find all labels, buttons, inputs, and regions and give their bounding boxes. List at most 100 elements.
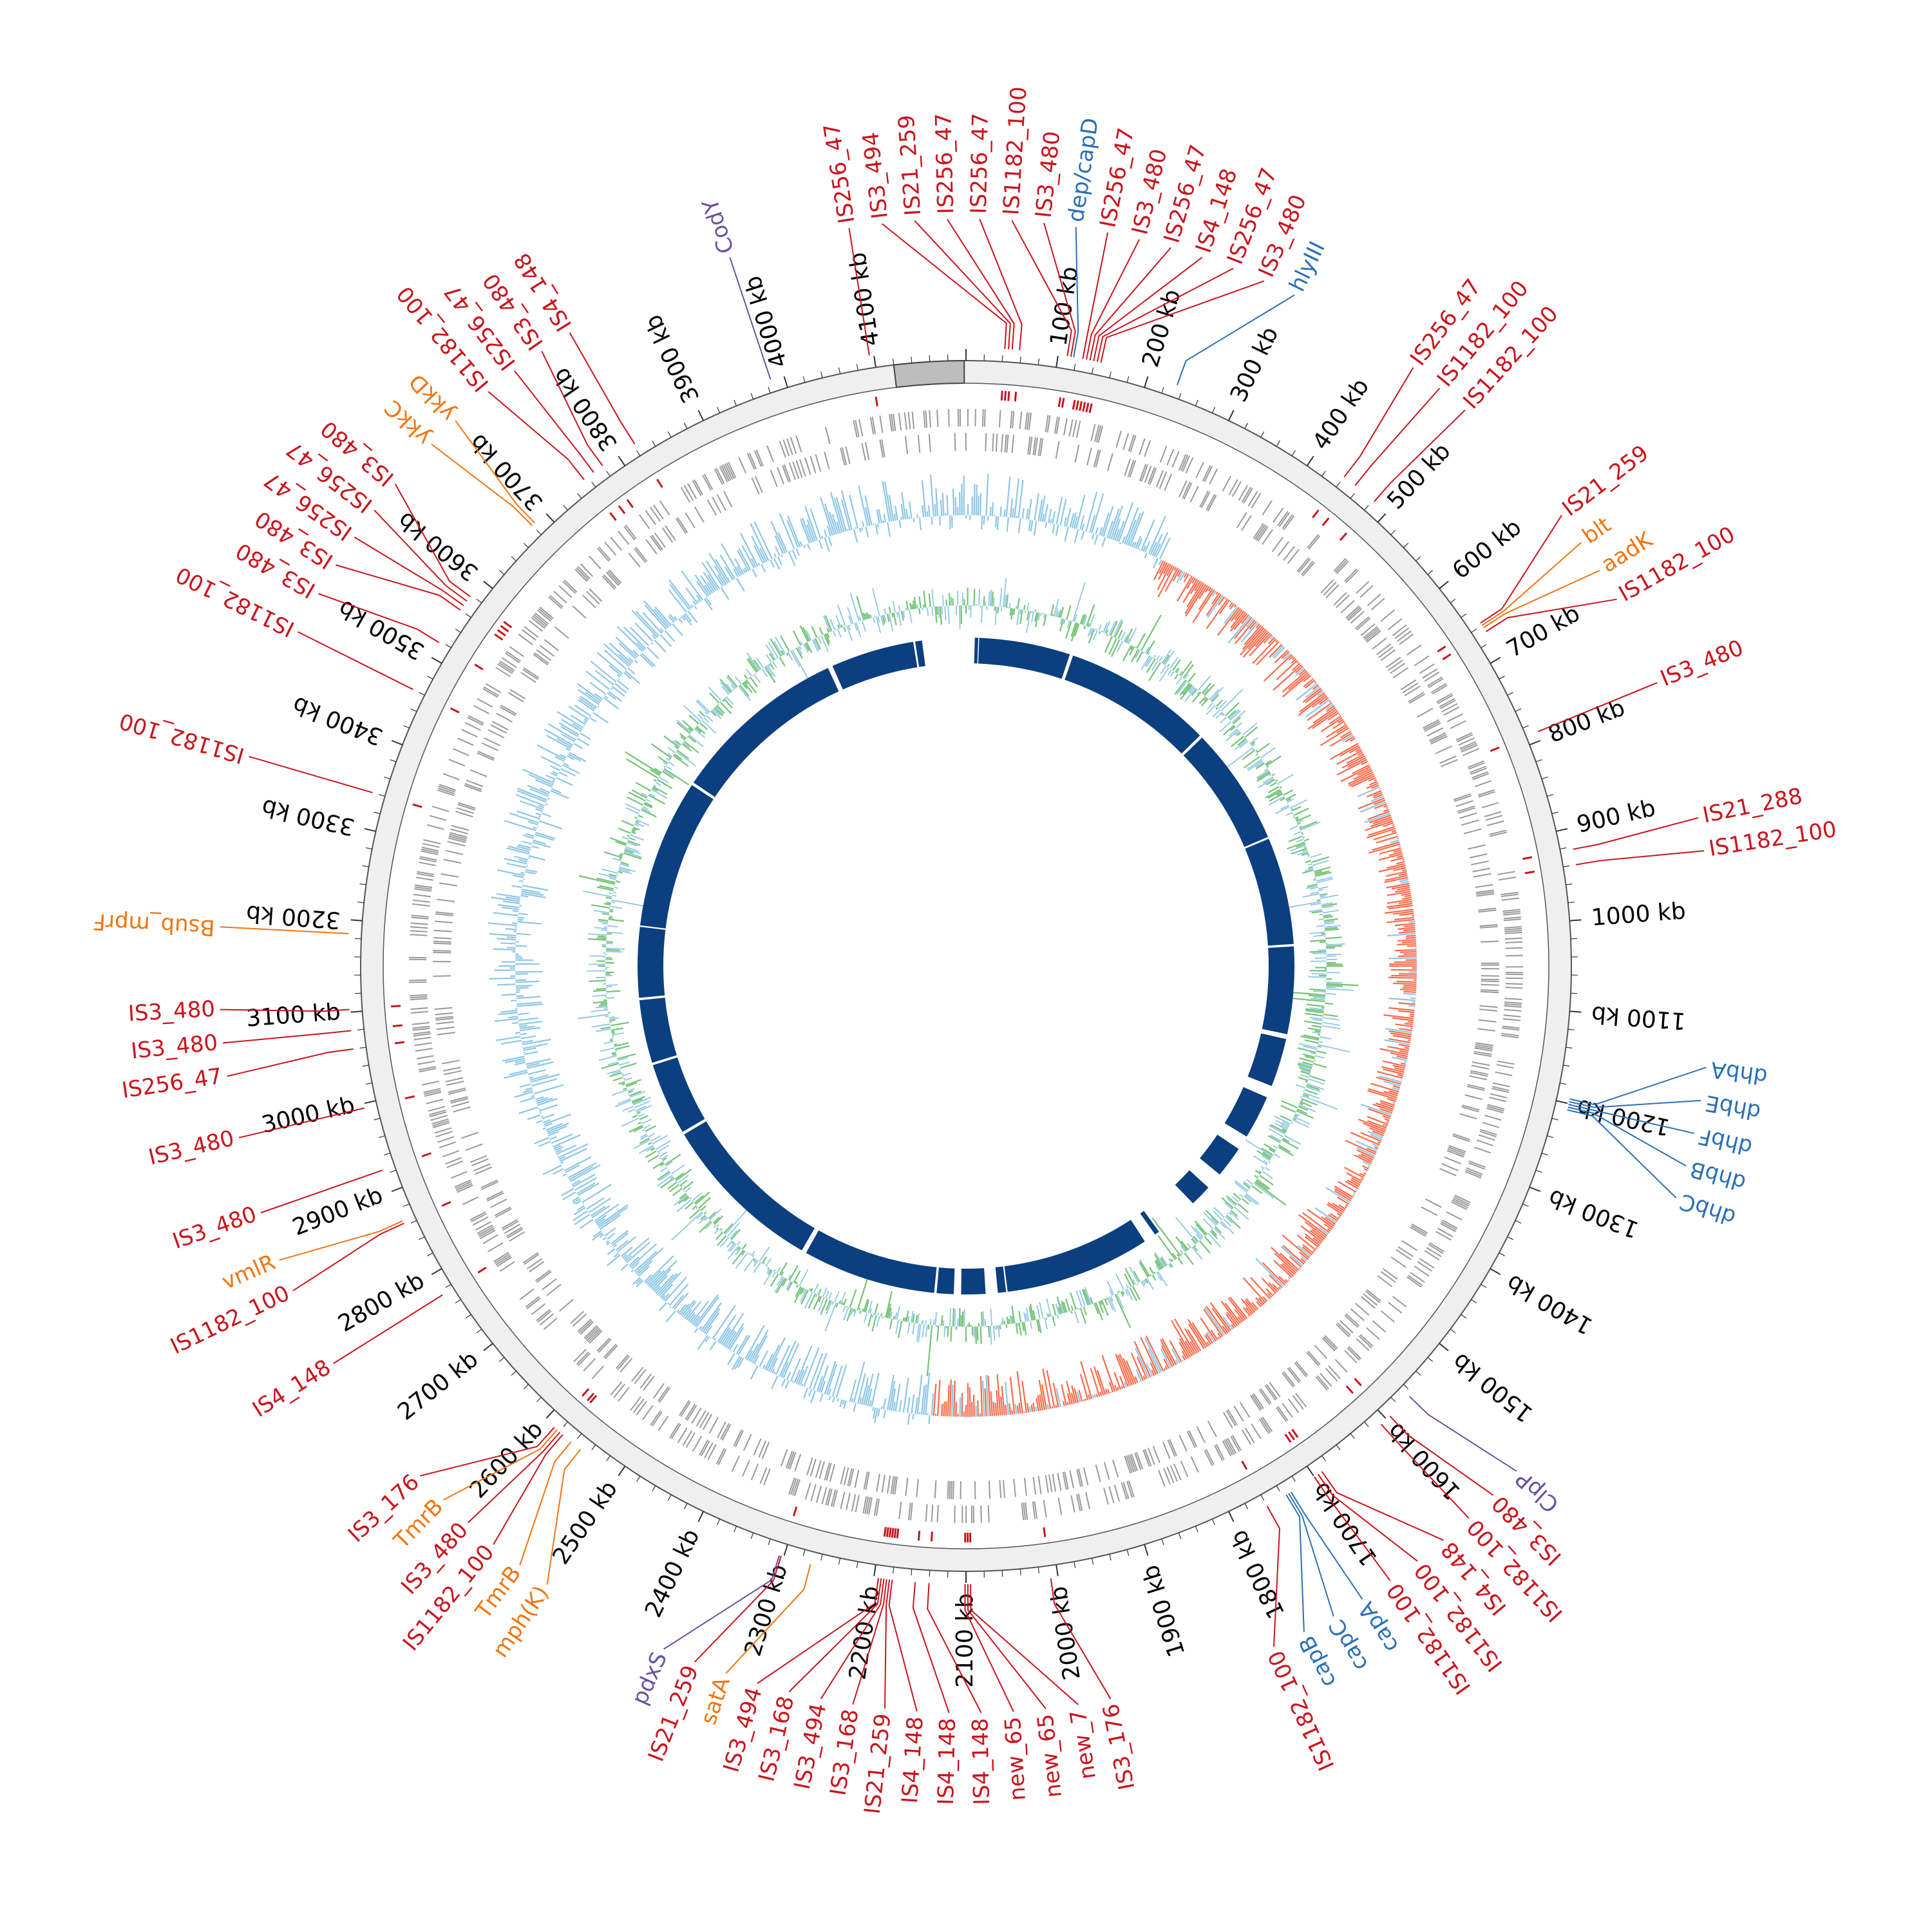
tick-mark: [768, 386, 771, 393]
tick-mark: [523, 1384, 529, 1389]
feature-label-is_element: new_65: [1032, 1712, 1067, 1799]
tick-label: 3500 kb: [334, 594, 429, 665]
is-element-mark: [500, 625, 509, 632]
tick-mark: [403, 725, 410, 729]
feature-label-is_element: IS4_148: [897, 1716, 929, 1804]
leader-line: [249, 755, 373, 793]
tick-label: 1000 kb: [1591, 898, 1687, 931]
tick-mark: [1556, 828, 1568, 832]
is-element-mark: [1490, 746, 1500, 752]
tick-unit: kb: [1502, 1269, 1540, 1306]
is-element-mark: [626, 499, 634, 508]
tick-mark: [1126, 376, 1130, 383]
tick-mark: [1321, 1455, 1326, 1461]
feature-label-is_element: IS4_148: [967, 1718, 995, 1805]
coverage-block: [974, 638, 979, 664]
is-element-mark: [497, 629, 506, 637]
leader-line: [1380, 1423, 1470, 1519]
tick-value: 900: [1575, 803, 1624, 838]
leader-line: [1537, 682, 1658, 732]
tick-mark: [1211, 1519, 1215, 1526]
tick-mark: [1091, 1558, 1094, 1565]
tick-mark: [1227, 1511, 1235, 1522]
feature-label-is_element: IS256_47: [120, 1063, 224, 1104]
is-element-mark: [1079, 401, 1083, 412]
leader-line: [914, 220, 1011, 350]
tick-mark: [357, 1028, 365, 1030]
is-element-mark: [441, 1200, 451, 1207]
feature-label-is_element: IS21_259: [860, 1712, 896, 1815]
leader-line: [1313, 1476, 1391, 1582]
leader-line: [569, 332, 636, 444]
tick-value: 2900: [289, 1195, 354, 1242]
feature-label-virulence: dhbE: [1703, 1090, 1763, 1125]
leader-line: [1569, 1099, 1701, 1108]
coverage-block: [639, 785, 714, 929]
tick-mark: [783, 1544, 788, 1556]
is-element-mark: [392, 1024, 402, 1028]
tick-mark: [820, 371, 823, 378]
tick-mark: [1074, 1561, 1076, 1568]
coverage-block: [914, 640, 925, 667]
tick-mark: [1416, 1370, 1421, 1376]
tick-value: 3900: [656, 343, 705, 407]
tick-value: 600: [1448, 536, 1499, 585]
leader-line: [279, 1220, 403, 1261]
tick-mark: [455, 629, 461, 633]
tick-unit: kb: [351, 1182, 387, 1217]
tick-mark: [1144, 376, 1149, 388]
assembly-gap-marker: [893, 360, 965, 388]
is-element-mark: [888, 1528, 892, 1538]
tick-mark: [445, 1283, 451, 1288]
tick-mark: [1499, 1252, 1505, 1256]
tick-label: 1800 kb: [1226, 1526, 1291, 1622]
leader-line: [729, 257, 772, 380]
tick-mark: [1276, 440, 1280, 447]
tick-mark: [378, 794, 385, 797]
leader-line: [1343, 367, 1414, 478]
leader-line: [493, 1434, 564, 1545]
tick-mark: [1336, 482, 1341, 488]
is-element-mark: [792, 1506, 798, 1517]
tick-mark: [476, 1329, 482, 1334]
leader-line: [519, 1441, 572, 1566]
tick-mark: [683, 422, 688, 429]
leader-line: [1085, 239, 1141, 360]
tick-mark: [365, 1083, 372, 1085]
tick-mark: [410, 708, 417, 712]
leader-line: [1089, 247, 1171, 361]
tick-mark: [1377, 513, 1387, 523]
tick-mark: [1427, 570, 1434, 575]
tick-mark: [410, 1220, 417, 1224]
tick-mark: [498, 570, 505, 575]
tick-mark: [403, 1203, 410, 1207]
coverage-block-ring: [638, 638, 1294, 1294]
tick-mark: [1001, 355, 1003, 362]
leader-line: [419, 1426, 555, 1477]
feature-label-is_element: IS3_480: [169, 1201, 260, 1254]
is-element-mark: [893, 1528, 897, 1539]
is-element-mark: [450, 707, 460, 714]
tick-mark: [465, 1314, 471, 1319]
is-element-mark: [1345, 1385, 1354, 1394]
tick-mark: [476, 598, 482, 603]
tick-mark: [563, 505, 568, 511]
tick-mark: [667, 1494, 672, 1501]
tick-mark: [929, 355, 931, 362]
is-element-mark: [1057, 397, 1062, 408]
tick-mark: [911, 1569, 913, 1576]
coverage-block: [1175, 1170, 1209, 1204]
tick-mark: [683, 1503, 688, 1510]
coverage-block: [1183, 737, 1268, 848]
leader-line: [1409, 1396, 1517, 1472]
feature-label-is_element: IS256_47: [931, 113, 959, 214]
tick-value: 3500: [365, 612, 429, 665]
gc-skew-positive: [488, 473, 1417, 1425]
tick-label: 400 kb: [1307, 374, 1374, 455]
tick-mark: [1321, 471, 1326, 477]
tick-mark: [1244, 1503, 1249, 1510]
tick-mark: [1515, 708, 1522, 712]
tick-mark: [362, 865, 369, 867]
tick-label: 1300 kb: [1545, 1184, 1643, 1243]
